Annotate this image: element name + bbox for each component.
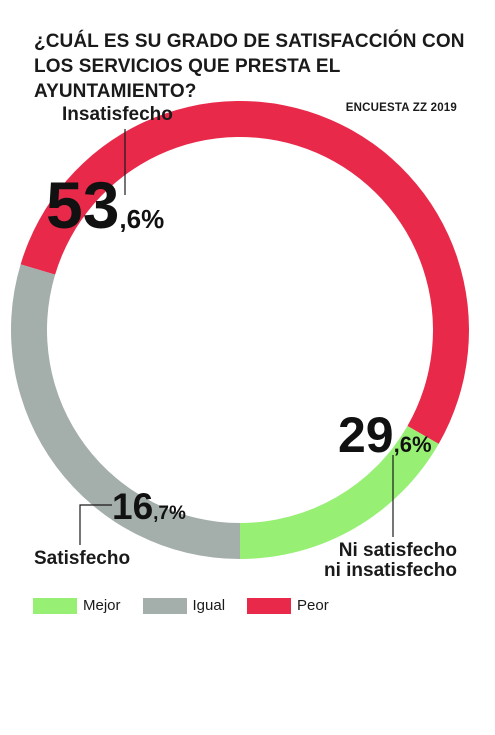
data-label-ni-satisfecho: 29,6%	[338, 407, 432, 463]
data-label-satisfecho: 16,7%	[112, 486, 186, 527]
legend-item-peor: Peor	[247, 597, 329, 614]
legend-label-mejor: Mejor	[83, 597, 121, 614]
leader-line-satisfecho	[79, 504, 112, 545]
slice-ni-satisfecho	[10, 264, 240, 559]
chart-title: ¿CUÁL ES SU GRADO DE SATISFACCIÓN CON LO…	[34, 31, 465, 102]
slice-label-ni-satisfecho-line2: ni insatisfecho	[324, 560, 457, 581]
legend-swatch-peor	[247, 597, 292, 614]
slice-label-satisfecho: Satisfecho	[34, 548, 130, 569]
legend: Mejor Igual Peor	[33, 597, 351, 614]
data-label-insatisfecho: 53,6%	[46, 168, 164, 242]
slice-satisfecho	[240, 425, 439, 559]
legend-label-peor: Peor	[297, 597, 329, 614]
source-label: ENCUESTA ZZ 2019	[345, 102, 457, 114]
legend-item-mejor: Mejor	[33, 597, 121, 614]
slice-label-ni-satisfecho-line1: Ni satisfecho	[339, 540, 457, 561]
legend-label-igual: Igual	[192, 597, 226, 614]
slice-label-insatisfecho: Insatisfecho	[62, 104, 173, 125]
legend-swatch-igual	[142, 597, 187, 614]
legend-swatch-mejor	[33, 597, 77, 614]
slice-insatisfecho	[20, 100, 470, 444]
legend-item-igual: Igual	[142, 597, 226, 614]
